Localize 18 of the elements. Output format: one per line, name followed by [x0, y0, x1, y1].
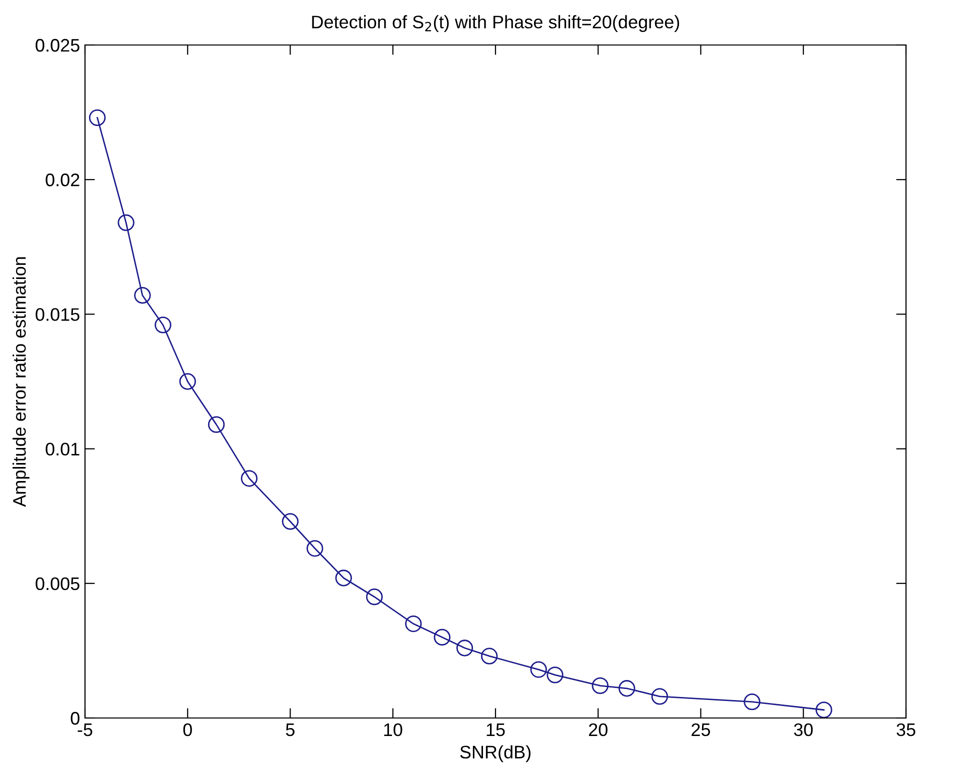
chart-title: Detection of S$_{2}$(t) with Phase shift=20(degree) [312, 15, 680, 32]
x-tick-label: 15 [486, 724, 505, 736]
x-tick-label: 35 [896, 723, 916, 736]
y-tick-label: 0.025 [36, 38, 80, 52]
x-tick-label: 10 [384, 723, 402, 736]
y-tick-label: 0 [70, 712, 80, 725]
x-tick-label: 5 [286, 724, 295, 736]
y-axis-title: Amplitude error ratio estimation [12, 257, 30, 507]
y-tick-label: 0.015 [36, 308, 80, 321]
x-tick-label: 25 [692, 723, 710, 736]
x-tick-label: 0 [183, 723, 192, 736]
x-tick-label: 30 [794, 723, 813, 736]
y-tick-label: 0.01 [46, 442, 80, 456]
x-axis-title: SNR(dB) [460, 745, 530, 762]
y-tick-label: 0.02 [46, 174, 80, 186]
x-tick-label: 20 [588, 723, 608, 736]
y-tick-label: 0.005 [36, 577, 80, 590]
x-tick-label: -5 [78, 724, 92, 736]
